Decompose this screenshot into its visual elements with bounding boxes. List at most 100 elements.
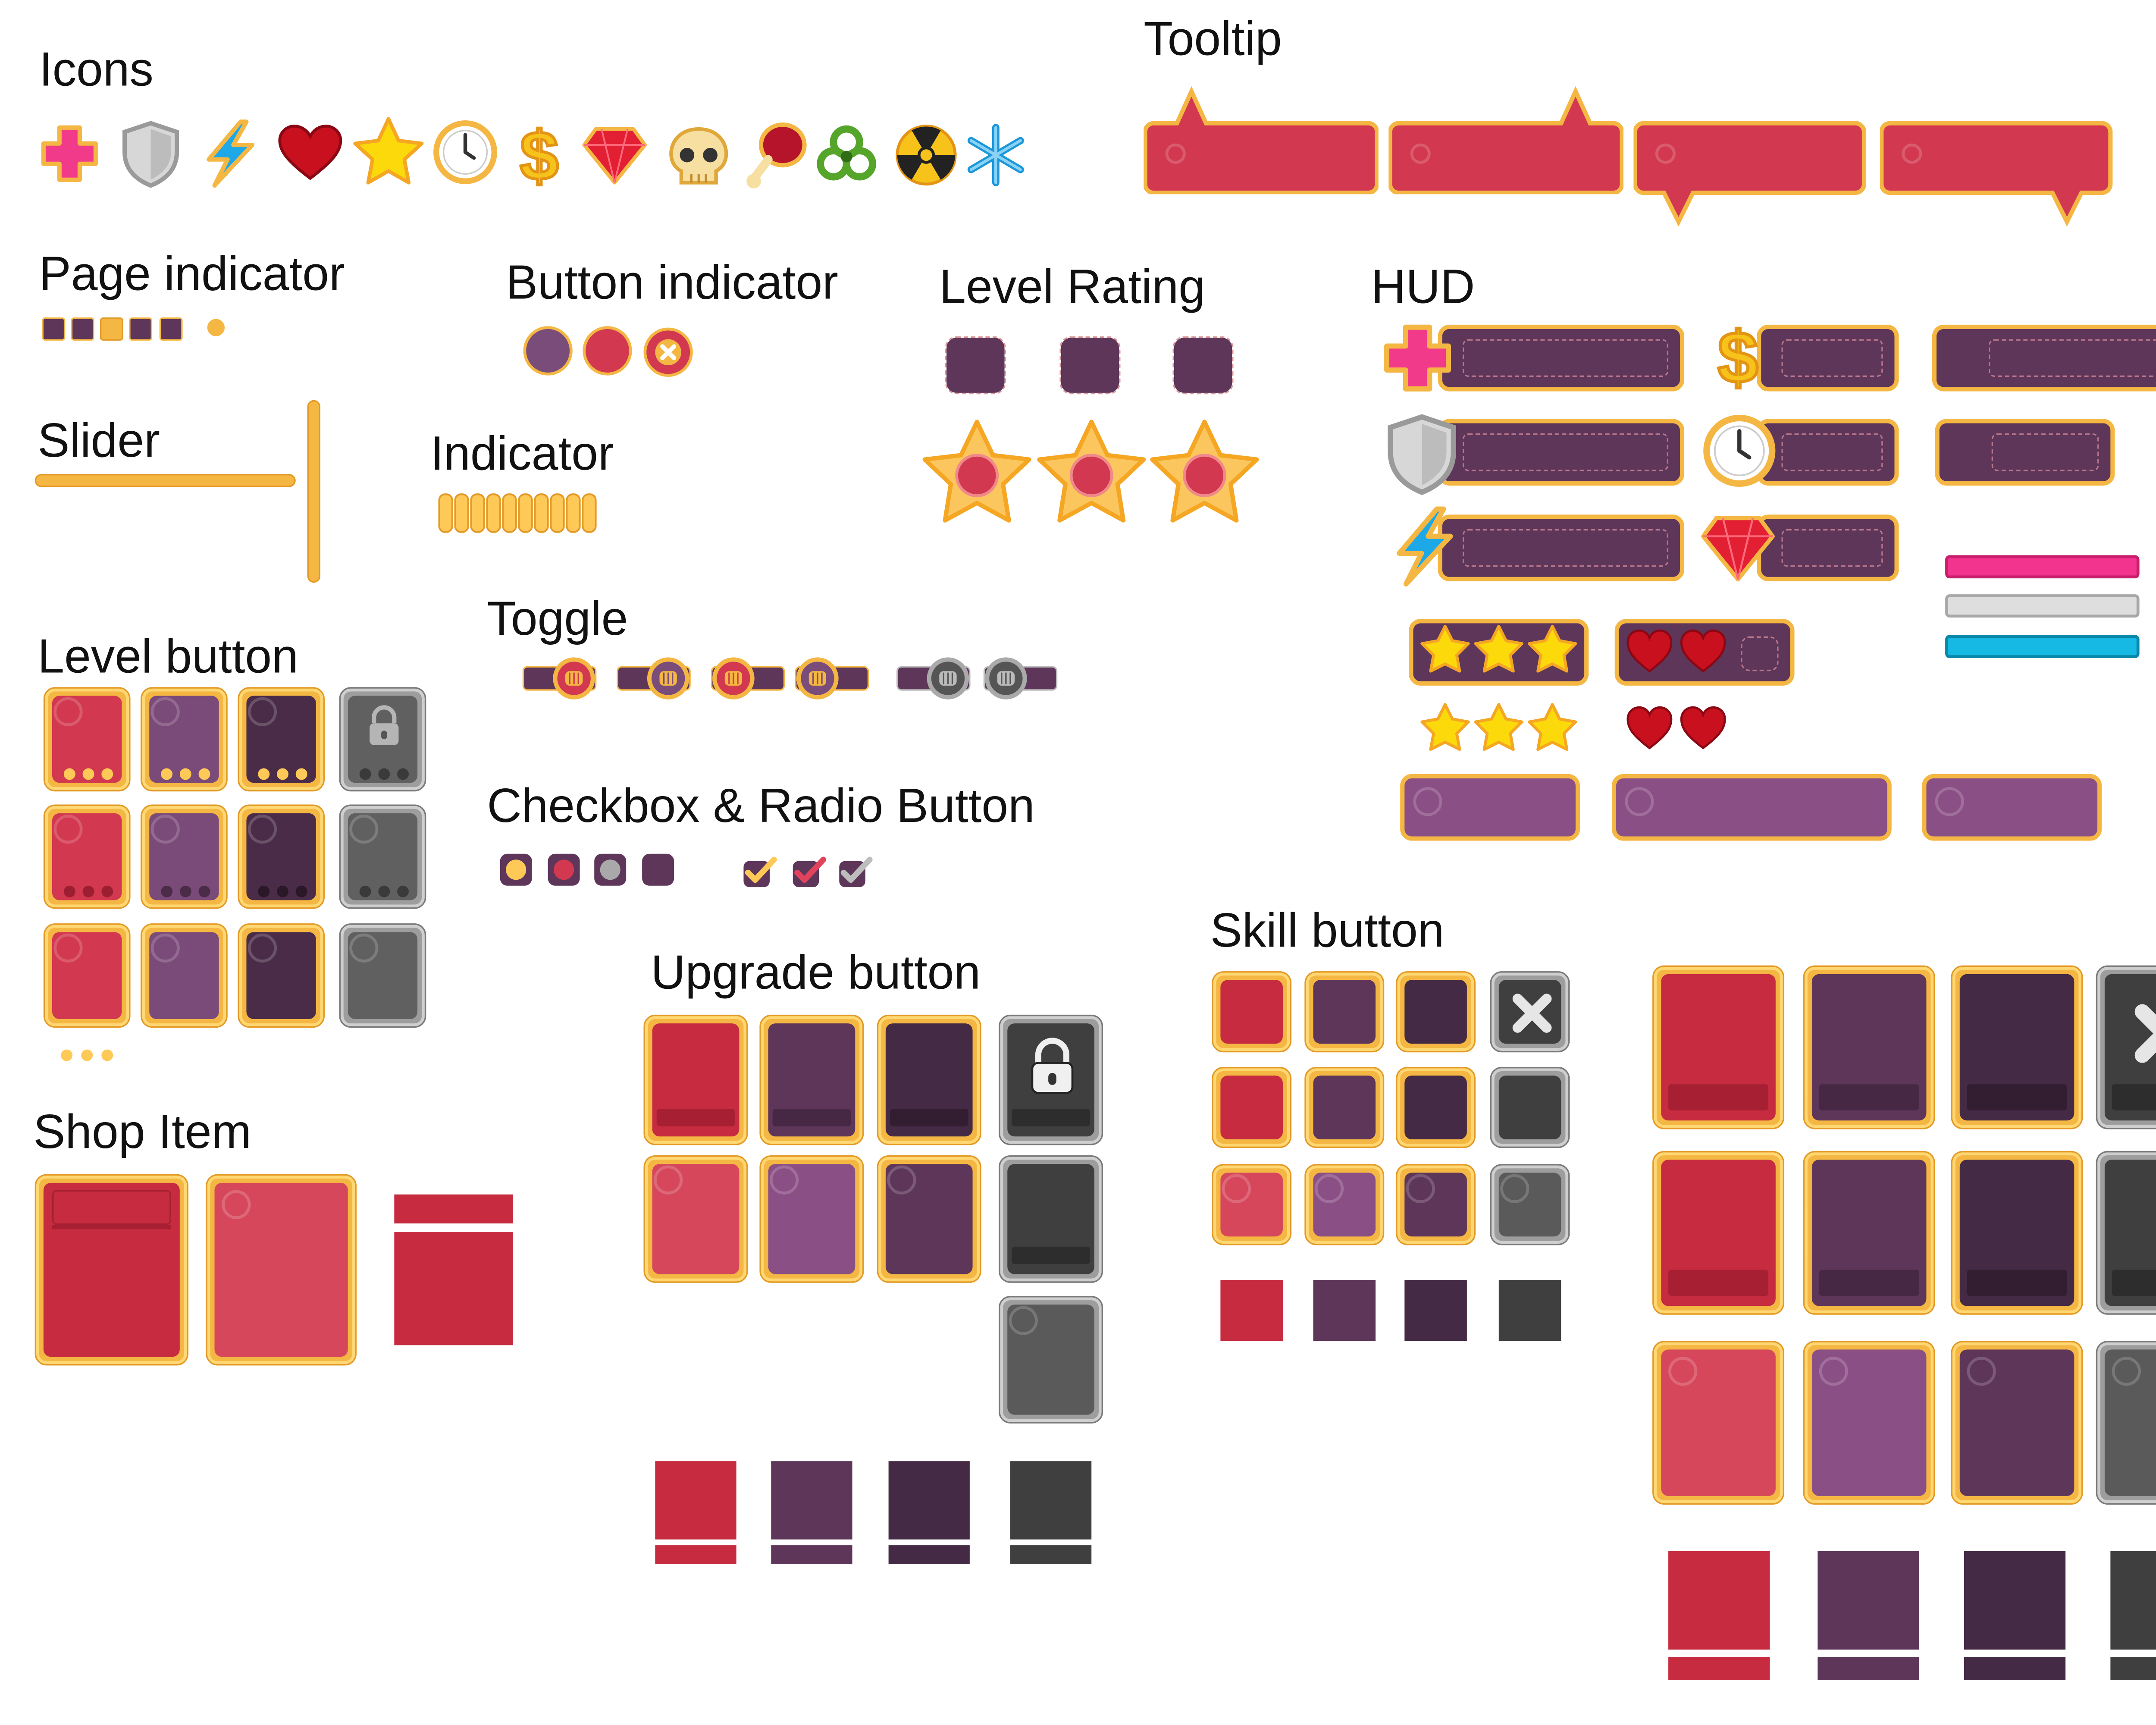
upgrade-button-purple[interactable]: [759, 1014, 864, 1145]
level-button-purple-empty[interactable]: [141, 804, 228, 909]
upgrade-button-red-light[interactable]: [643, 1155, 748, 1283]
dollar-icon: $: [510, 119, 568, 188]
skill-large-dark-3[interactable]: [1951, 1341, 2083, 1505]
toggle-disabled-left[interactable]: [983, 655, 1061, 709]
snowflake-icon: [962, 122, 1029, 188]
toggle-off-left[interactable]: [710, 655, 789, 709]
toggle-on-right[interactable]: [522, 655, 600, 709]
level-button-dark-stars[interactable]: [238, 687, 325, 792]
shop-item-light[interactable]: [206, 1174, 357, 1366]
level-button-locked[interactable]: [339, 687, 426, 792]
section-title-skill-button: Skill button: [1210, 903, 1445, 957]
close-large-icon: [2129, 999, 2156, 1076]
skill-button-dark-3[interactable]: [1396, 1164, 1476, 1245]
skill-button-red[interactable]: [1212, 971, 1292, 1053]
skill-button-red-2[interactable]: [1212, 1066, 1292, 1148]
skill-large-swatch-purple-bar: [1818, 1656, 1919, 1680]
tooltip-bottom-right: [1879, 119, 2115, 234]
skill-button-disabled[interactable]: [1490, 971, 1570, 1053]
page-dot-2[interactable]: [71, 317, 94, 341]
skill-button-red-3[interactable]: [1212, 1164, 1292, 1245]
level-button-gray-empty[interactable]: [339, 804, 426, 909]
level-button-purple-plain[interactable]: [141, 923, 228, 1028]
toggle-disabled-right[interactable]: [896, 655, 974, 709]
skill-button-purple-3[interactable]: [1304, 1164, 1385, 1245]
level-dot-3: [101, 1049, 113, 1061]
level-button-red-empty[interactable]: [43, 804, 131, 909]
skill-large-gray-3[interactable]: [2096, 1341, 2156, 1505]
skill-button-gray-2[interactable]: [1490, 1066, 1570, 1148]
shop-item-red[interactable]: [34, 1174, 188, 1366]
checkbox-gray[interactable]: [838, 854, 875, 896]
level-button-red-stars[interactable]: [43, 687, 131, 792]
level-button-red-plain[interactable]: [43, 923, 131, 1028]
upgrade-button-gray-light[interactable]: [999, 1296, 1103, 1424]
tooltip-bottom-left: [1633, 119, 1868, 234]
upgrade-lock-icon: [1026, 1036, 1078, 1104]
upgrade-button-dark-light[interactable]: [877, 1155, 981, 1283]
checkbox-gold[interactable]: [742, 854, 780, 896]
skill-button-purple-2[interactable]: [1304, 1066, 1385, 1148]
svg-text:$: $: [520, 119, 559, 188]
section-title-hud: HUD: [1371, 259, 1475, 314]
page-dot-4[interactable]: [129, 317, 152, 341]
radio-gray[interactable]: [594, 853, 627, 886]
skill-large-red-2[interactable]: [1652, 1151, 1785, 1315]
skill-button-dark[interactable]: [1396, 971, 1476, 1053]
radio-empty[interactable]: [642, 853, 674, 886]
upgrade-button-dark[interactable]: [877, 1014, 981, 1145]
segment-indicator: [438, 493, 603, 541]
radio-red[interactable]: [548, 853, 580, 886]
hud-clock-icon: [1702, 413, 1777, 496]
skill-large-purple[interactable]: [1803, 965, 1935, 1129]
toggle-purple-off[interactable]: [794, 655, 873, 709]
skill-large-disabled[interactable]: [2096, 965, 2156, 1129]
button-indicator-purple[interactable]: [523, 326, 573, 376]
skill-large-swatch-red: [1668, 1551, 1770, 1650]
page-dot-small[interactable]: [207, 319, 225, 336]
page-dot-5[interactable]: [159, 317, 183, 341]
section-title-tooltip: Tooltip: [1144, 11, 1282, 66]
level-dot-2: [81, 1049, 93, 1061]
skill-button-gray-3[interactable]: [1490, 1164, 1570, 1245]
hud-shield-icon: [1383, 412, 1461, 503]
level-button-dark-empty[interactable]: [238, 804, 325, 909]
section-title-slider: Slider: [38, 413, 160, 467]
level-button-purple-stars[interactable]: [141, 687, 228, 792]
radio-gold[interactable]: [500, 853, 532, 886]
slider-horizontal[interactable]: [34, 474, 296, 487]
toggle-purple[interactable]: [616, 655, 695, 709]
skill-large-dark-2[interactable]: [1951, 1151, 2083, 1315]
button-indicator-close[interactable]: [642, 326, 694, 386]
page-dot-1[interactable]: [42, 317, 66, 341]
upgrade-button-purple-light[interactable]: [759, 1155, 864, 1283]
upgrade-button-locked[interactable]: [999, 1014, 1103, 1145]
checkbox-red[interactable]: [791, 854, 829, 896]
skill-large-gray-2[interactable]: [2096, 1151, 2156, 1315]
upgrade-button-red[interactable]: [643, 1014, 748, 1145]
svg-text:$: $: [1717, 317, 1758, 394]
hud-plain-bar-small: [1935, 419, 2115, 486]
skill-large-purple-3[interactable]: [1803, 1341, 1935, 1505]
page-dot-active[interactable]: [100, 317, 123, 341]
skill-button-dark-2[interactable]: [1396, 1066, 1476, 1148]
hud-button-1[interactable]: [1400, 774, 1580, 841]
skill-swatch-gray: [1498, 1280, 1561, 1341]
skill-button-purple[interactable]: [1304, 971, 1385, 1053]
hud-button-3[interactable]: [1922, 774, 2102, 841]
level-button-gray-plain[interactable]: [339, 923, 426, 1028]
health-plus-icon: [38, 122, 101, 185]
lock-icon: [365, 705, 403, 756]
skill-large-red[interactable]: [1652, 965, 1785, 1129]
skill-large-purple-2[interactable]: [1803, 1151, 1935, 1315]
rating-star-2-icon: [1034, 417, 1150, 532]
level-button-dark-plain[interactable]: [238, 923, 325, 1028]
section-title-icons: Icons: [39, 42, 154, 96]
hud-gems-bar: [1757, 514, 1899, 581]
skill-large-red-3[interactable]: [1652, 1341, 1785, 1505]
hud-button-2[interactable]: [1611, 774, 1892, 841]
button-indicator-red[interactable]: [583, 326, 632, 376]
upgrade-button-gray-dark[interactable]: [999, 1155, 1103, 1283]
skill-large-dark[interactable]: [1951, 965, 2083, 1129]
slider-vertical[interactable]: [307, 400, 320, 583]
